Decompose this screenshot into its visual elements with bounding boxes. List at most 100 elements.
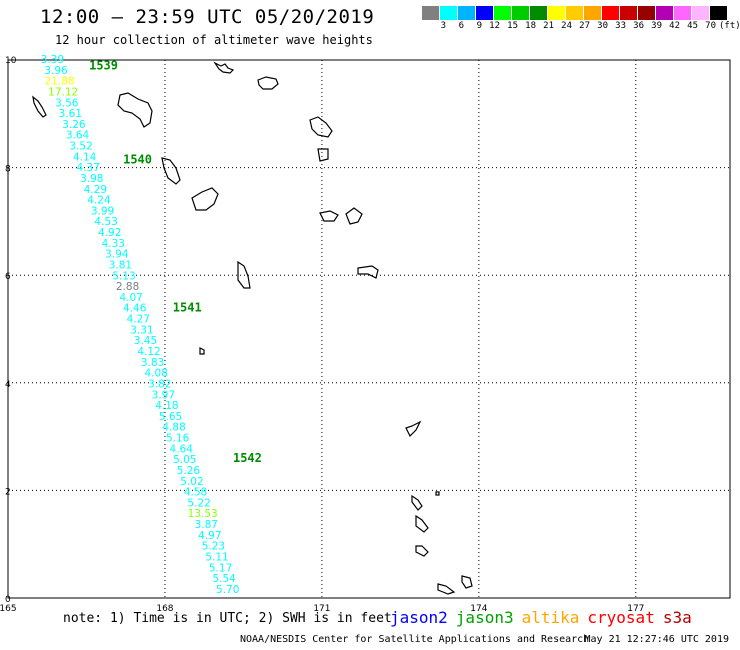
legend-label: 70 xyxy=(705,21,716,31)
x-tick-label: 171 xyxy=(313,604,330,614)
wave-height-label: 3.45 xyxy=(134,335,157,347)
wave-height-label: 5.70 xyxy=(216,584,239,596)
wave-height-label: 4.92 xyxy=(98,227,121,239)
generated-timestamp: May 21 12:27:46 UTC 2019 xyxy=(584,634,730,645)
plot-frame xyxy=(7,59,731,599)
island-outline xyxy=(213,61,235,74)
wave-height-label: 3.61 xyxy=(59,108,82,120)
y-tick-label: 0 xyxy=(5,595,11,605)
legend-label: 33 xyxy=(615,21,626,31)
wave-height-label: 4.12 xyxy=(137,346,160,358)
wave-height-label: 4.24 xyxy=(87,195,111,207)
legend-label: 36 xyxy=(633,21,644,31)
wave-height-label: 3.64 xyxy=(66,130,90,142)
island-outline xyxy=(405,420,422,438)
legend-label: 39 xyxy=(651,21,662,31)
satellite-name: jason2 xyxy=(390,608,448,627)
satellite-name: altika xyxy=(521,608,580,627)
wave-height-label: 4.64 xyxy=(170,443,194,455)
chart-title: 12:00 – 23:59 UTC 05/20/2019 xyxy=(40,6,375,28)
island-outline xyxy=(199,347,205,355)
axis-tick-labels: 165 168 171 174 177 0 2 4 6 8 10 xyxy=(0,56,644,614)
legend-swatch xyxy=(476,6,494,20)
island-outline xyxy=(317,148,329,162)
credit-text: NOAA/NESDIS Center for Satellite Applica… xyxy=(240,634,590,645)
wave-height-label: 3.98 xyxy=(80,173,103,185)
wave-height-label: 5.17 xyxy=(209,562,232,574)
legend-label: 9 xyxy=(476,21,482,31)
island-outline xyxy=(32,95,47,118)
wave-height-label: 5.26 xyxy=(177,465,201,477)
pass-time-label: 1539 xyxy=(89,58,118,72)
wave-height-label: 5.13 xyxy=(112,270,135,282)
legend-swatch xyxy=(512,6,530,20)
y-tick-label: 8 xyxy=(5,165,11,175)
wave-height-label: 5.23 xyxy=(202,541,225,553)
islands-outlines xyxy=(32,61,473,595)
island-outline xyxy=(345,207,363,225)
x-tick-label: 174 xyxy=(470,604,487,614)
wave-height-label: 3.83 xyxy=(141,357,164,369)
pass-time-labels: 1539 1540 1541 1542 xyxy=(89,58,262,465)
wave-height-label: 4.07 xyxy=(119,292,142,304)
legend-swatch xyxy=(710,6,728,20)
island-outline xyxy=(117,92,153,128)
island-outline xyxy=(357,265,379,279)
legend-swatch xyxy=(692,6,710,20)
wave-height-label: 3.94 xyxy=(105,249,129,261)
wave-height-label: 5.05 xyxy=(173,454,196,466)
pass-time-label: 1542 xyxy=(233,451,262,465)
wave-height-label: 4.53 xyxy=(94,216,117,228)
wave-height-label: 4.27 xyxy=(127,314,150,326)
legend-swatch xyxy=(638,6,656,20)
legend-label: 30 xyxy=(597,21,608,31)
wave-height-label: 3.56 xyxy=(55,97,79,109)
wave-height-label: 5.16 xyxy=(166,433,190,445)
legend-label: 45 xyxy=(687,21,698,31)
color-scale-legend xyxy=(422,5,728,24)
wave-height-label: 4.46 xyxy=(123,303,147,315)
wave-height-label: 5.11 xyxy=(205,551,228,563)
island-outline xyxy=(415,545,429,557)
wave-height-label: 3.52 xyxy=(69,141,92,153)
satellite-name: s3a xyxy=(662,608,692,627)
wave-height-label: 5.22 xyxy=(187,497,210,509)
wave-height-label: 4.18 xyxy=(155,400,178,412)
legend-swatch xyxy=(422,6,440,20)
legend-label: 3 xyxy=(440,21,446,31)
legend-swatch xyxy=(602,6,620,20)
color-scale-labels: 3 6 9 12 15 18 21 24 27 30 33 36 39 42 45 70 (ft) xyxy=(422,21,740,31)
wave-height-label: 13.53 xyxy=(188,508,218,520)
wave-height-label: 4.29 xyxy=(84,184,107,196)
legend-swatch xyxy=(458,6,476,20)
chart-subtitle: 12 hour collection of altimeter wave hei… xyxy=(55,33,373,47)
wave-height-label: 4.14 xyxy=(73,151,97,163)
wave-height-label: 3.97 xyxy=(152,389,175,401)
note-text: note: 1) Time is in UTC; 2) SWH is in fe… xyxy=(63,611,392,626)
wave-height-label: 3.81 xyxy=(109,259,132,271)
island-outline xyxy=(237,260,251,289)
legend-unit: (ft) xyxy=(719,21,740,31)
y-tick-label: 6 xyxy=(5,272,11,282)
island-outline xyxy=(415,514,429,533)
altimeter-track: 3.393.9621.8817.123.563.613.263.643.524.… xyxy=(41,54,240,596)
island-outline xyxy=(435,491,440,496)
legend-swatch xyxy=(566,6,584,20)
legend-label: 27 xyxy=(579,21,590,31)
pass-time-label: 1541 xyxy=(173,300,202,314)
wave-height-label: 4.88 xyxy=(162,422,185,434)
legend-label: 15 xyxy=(507,21,518,31)
wave-height-label: 3.96 xyxy=(44,65,68,77)
island-outline xyxy=(461,575,473,589)
legend-label: 21 xyxy=(543,21,554,31)
y-tick-label: 4 xyxy=(5,380,11,390)
wave-height-label: 4.37 xyxy=(77,162,100,174)
wave-height-label: 4.97 xyxy=(198,530,221,542)
wave-height-label: 4.33 xyxy=(102,238,125,250)
island-outline xyxy=(437,583,456,595)
wave-height-label: 3.31 xyxy=(130,324,153,336)
legend-swatch xyxy=(620,6,638,20)
lat-lon-grid xyxy=(8,60,730,598)
legend-swatch xyxy=(548,6,566,20)
